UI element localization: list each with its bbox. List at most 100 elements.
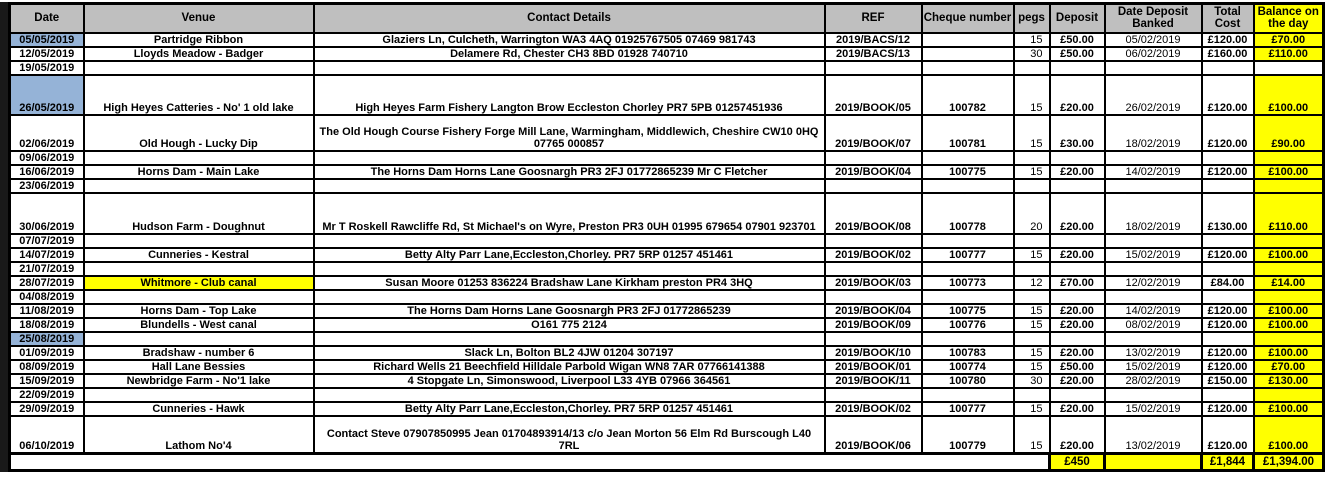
cell-total-cost[interactable]: £120.00 bbox=[1200, 73, 1255, 116]
cell-ref[interactable]: 2019/BOOK/04 bbox=[823, 163, 923, 180]
cell-banked[interactable] bbox=[1103, 330, 1203, 347]
cell-pegs[interactable]: 15 bbox=[1012, 344, 1051, 361]
cell-ref[interactable]: 2019/BOOK/07 bbox=[823, 113, 923, 152]
cell-banked[interactable]: 14/02/2019 bbox=[1103, 163, 1203, 180]
cell-ref[interactable] bbox=[823, 260, 923, 277]
cell-contact[interactable]: Susan Moore 01253 836224 Bradshaw Lane K… bbox=[312, 274, 826, 291]
cell-balance[interactable] bbox=[1252, 260, 1325, 277]
cell-deposit[interactable]: £20.00 bbox=[1048, 372, 1106, 389]
cell-ref[interactable]: 2019/BOOK/04 bbox=[823, 302, 923, 319]
cell-total-cost[interactable]: £130.00 bbox=[1200, 191, 1255, 235]
cell-balance[interactable] bbox=[1252, 330, 1325, 347]
cell-banked[interactable]: 15/02/2019 bbox=[1103, 246, 1203, 263]
cell-date[interactable]: 04/08/2019 bbox=[8, 288, 85, 305]
cell-cheque[interactable]: 100776 bbox=[920, 316, 1015, 333]
cell-banked[interactable]: 12/02/2019 bbox=[1103, 274, 1203, 291]
cell-contact[interactable] bbox=[312, 260, 826, 277]
cell-deposit[interactable] bbox=[1048, 177, 1106, 194]
cell-cheque[interactable]: 100781 bbox=[920, 113, 1015, 152]
cell-cheque[interactable] bbox=[920, 45, 1015, 62]
cell-ref[interactable]: 2019/BACS/12 bbox=[823, 31, 923, 48]
column-header-cheque[interactable]: Cheque number bbox=[920, 2, 1015, 34]
cell-contact[interactable]: Mr T Roskell Rawcliffe Rd, St Michael's … bbox=[312, 191, 826, 235]
cell-venue[interactable]: Newbridge Farm - No'1 lake bbox=[82, 372, 315, 389]
cell-deposit[interactable] bbox=[1048, 260, 1106, 277]
cell-pegs[interactable]: 15 bbox=[1012, 316, 1051, 333]
cell-banked[interactable]: 08/02/2019 bbox=[1103, 316, 1203, 333]
cell-cheque[interactable]: 100778 bbox=[920, 191, 1015, 235]
cell-total-cost[interactable] bbox=[1200, 330, 1255, 347]
cell-pegs[interactable] bbox=[1012, 260, 1051, 277]
cell-venue[interactable]: Cunneries - Kestral bbox=[82, 246, 315, 263]
cell-venue[interactable]: Blundells - West canal bbox=[82, 316, 315, 333]
cell-cheque[interactable] bbox=[920, 386, 1015, 403]
cell-balance[interactable] bbox=[1252, 149, 1325, 166]
cell-total-cost[interactable] bbox=[1200, 59, 1255, 76]
cell-pegs[interactable]: 30 bbox=[1012, 45, 1051, 62]
cell-venue[interactable] bbox=[82, 232, 315, 249]
cell-balance[interactable]: £70.00 bbox=[1252, 358, 1325, 375]
cell-balance[interactable] bbox=[1252, 232, 1325, 249]
cell-cheque[interactable]: 100775 bbox=[920, 302, 1015, 319]
cell-balance[interactable]: £100.00 bbox=[1252, 246, 1325, 263]
cell-contact[interactable]: The Horns Dam Horns Lane Goosnargh PR3 2… bbox=[312, 302, 826, 319]
cell-venue[interactable]: Bradshaw - number 6 bbox=[82, 344, 315, 361]
cell-deposit[interactable] bbox=[1048, 330, 1106, 347]
cell-contact[interactable]: Glaziers Ln, Culcheth, Warrington WA3 4A… bbox=[312, 31, 826, 48]
cell-ref[interactable]: 2019/BOOK/11 bbox=[823, 372, 923, 389]
cell-date[interactable]: 12/05/2019 bbox=[8, 45, 85, 62]
cell-cheque[interactable]: 100780 bbox=[920, 372, 1015, 389]
cell-cheque[interactable] bbox=[920, 260, 1015, 277]
cell-contact[interactable] bbox=[312, 177, 826, 194]
cell-contact[interactable] bbox=[312, 386, 826, 403]
cell-pegs[interactable]: 15 bbox=[1012, 73, 1051, 116]
cell-banked[interactable]: 18/02/2019 bbox=[1103, 191, 1203, 235]
cell-banked[interactable]: 15/02/2019 bbox=[1103, 400, 1203, 417]
cell-contact[interactable]: The Old Hough Course Fishery Forge Mill … bbox=[312, 113, 826, 152]
cell-total-cost[interactable]: £120.00 bbox=[1200, 316, 1255, 333]
cell-deposit[interactable]: £20.00 bbox=[1048, 316, 1106, 333]
cell-balance[interactable] bbox=[1252, 59, 1325, 76]
cell-deposit[interactable] bbox=[1048, 288, 1106, 305]
cell-cheque[interactable] bbox=[920, 232, 1015, 249]
cell-deposit[interactable]: £70.00 bbox=[1048, 274, 1106, 291]
cell-pegs[interactable]: 30 bbox=[1012, 372, 1051, 389]
cell-ref[interactable]: 2019/BOOK/10 bbox=[823, 344, 923, 361]
cell-total-cost[interactable] bbox=[1200, 232, 1255, 249]
cell-venue[interactable]: Lathom No'4 bbox=[82, 414, 315, 455]
cell-balance[interactable]: £100.00 bbox=[1252, 163, 1325, 180]
cell-total-cost[interactable] bbox=[1200, 288, 1255, 305]
cell-venue[interactable]: Horns Dam - Top Lake bbox=[82, 302, 315, 319]
cell-deposit[interactable]: £20.00 bbox=[1048, 163, 1106, 180]
cell-pegs[interactable]: 15 bbox=[1012, 31, 1051, 48]
total-banked[interactable] bbox=[1103, 452, 1203, 472]
cell-deposit[interactable] bbox=[1048, 386, 1106, 403]
cell-banked[interactable] bbox=[1103, 59, 1203, 76]
cell-banked[interactable]: 14/02/2019 bbox=[1103, 302, 1203, 319]
cell-banked[interactable]: 13/02/2019 bbox=[1103, 414, 1203, 455]
cell-balance[interactable]: £70.00 bbox=[1252, 31, 1325, 48]
cell-venue[interactable]: Hall Lane Bessies bbox=[82, 358, 315, 375]
cell-balance[interactable]: £100.00 bbox=[1252, 400, 1325, 417]
cell-venue[interactable]: Partridge Ribbon bbox=[82, 31, 315, 48]
cell-pegs[interactable]: 15 bbox=[1012, 400, 1051, 417]
cell-contact[interactable]: Betty Alty Parr Lane,Eccleston,Chorley. … bbox=[312, 246, 826, 263]
cell-balance[interactable] bbox=[1252, 177, 1325, 194]
cell-pegs[interactable]: 15 bbox=[1012, 358, 1051, 375]
cell-ref[interactable]: 2019/BOOK/09 bbox=[823, 316, 923, 333]
cell-contact[interactable]: Richard Wells 21 Beechfield Hilldale Par… bbox=[312, 358, 826, 375]
cell-total-cost[interactable] bbox=[1200, 177, 1255, 194]
cell-pegs[interactable]: 15 bbox=[1012, 302, 1051, 319]
column-header-banked[interactable]: Date Deposit Banked bbox=[1103, 2, 1203, 34]
cell-ref[interactable] bbox=[823, 177, 923, 194]
cell-ref[interactable]: 2019/BOOK/03 bbox=[823, 274, 923, 291]
cell-venue[interactable] bbox=[82, 260, 315, 277]
cell-total-cost[interactable]: £120.00 bbox=[1200, 246, 1255, 263]
cell-pegs[interactable] bbox=[1012, 386, 1051, 403]
cell-deposit[interactable]: £50.00 bbox=[1048, 45, 1106, 62]
cell-ref[interactable] bbox=[823, 288, 923, 305]
cell-venue[interactable]: Horns Dam - Main Lake bbox=[82, 163, 315, 180]
cell-contact[interactable] bbox=[312, 149, 826, 166]
cell-cheque[interactable] bbox=[920, 59, 1015, 76]
cell-banked[interactable] bbox=[1103, 149, 1203, 166]
